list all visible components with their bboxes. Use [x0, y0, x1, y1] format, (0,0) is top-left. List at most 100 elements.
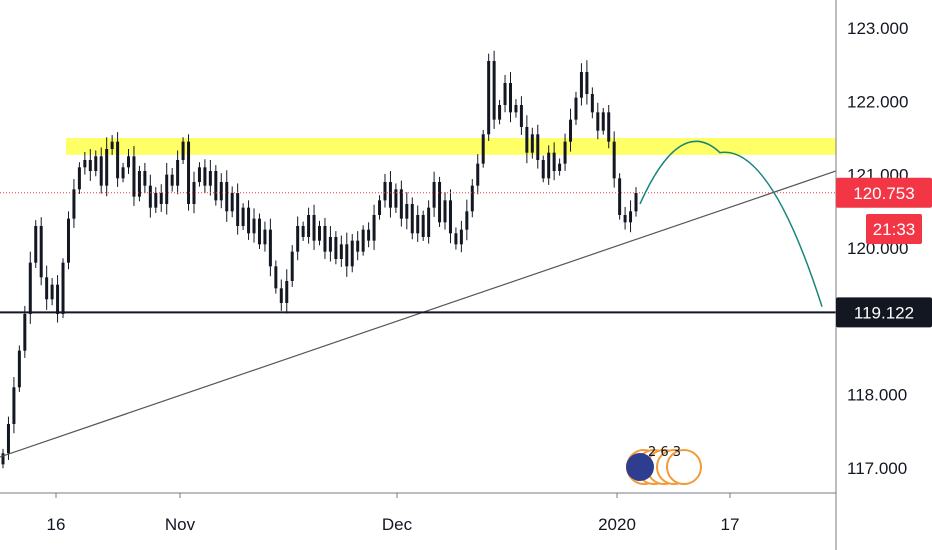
candle-body: [416, 214, 420, 234]
candle-body: [536, 134, 540, 160]
price-tags: 120.753 21:33 119.122: [836, 177, 932, 328]
candle-body: [334, 236, 338, 259]
candle-body: [350, 240, 354, 267]
candle-body: [388, 181, 392, 208]
price-tag-label: 119.122: [854, 303, 914, 322]
candle-body: [481, 134, 485, 164]
candle-body: [356, 240, 360, 252]
candle-body: [552, 152, 556, 171]
candle-body: [208, 170, 212, 186]
trendline[interactable]: [0, 170, 837, 458]
price-tick-label: 117.000: [847, 459, 907, 478]
candle-body: [99, 156, 103, 186]
candle-body: [492, 60, 496, 120]
candle-body: [39, 225, 43, 278]
candle-body: [197, 167, 201, 182]
resistance-zone[interactable]: [66, 137, 836, 155]
candle-body: [596, 112, 600, 131]
candle-body: [459, 229, 463, 245]
candle-body: [50, 284, 54, 300]
time-tick-label: 16: [47, 515, 66, 534]
candle-body: [241, 207, 245, 226]
candle-body: [137, 170, 141, 197]
candle-body: [312, 214, 316, 241]
candle-body: [339, 244, 343, 259]
candle-body: [372, 214, 376, 241]
candle-body: [399, 189, 403, 219]
candle-body: [438, 181, 442, 223]
candle-body: [176, 159, 180, 186]
candle-body: [159, 192, 163, 204]
candle-body: [328, 236, 332, 252]
candle-body: [618, 178, 622, 215]
candle-body: [410, 203, 414, 234]
candle-body: [323, 225, 327, 252]
candle-body: [629, 211, 633, 223]
candle-body: [1, 453, 5, 465]
candle-body: [127, 156, 131, 168]
candle-body: [301, 225, 305, 237]
candle-body: [77, 167, 81, 190]
price-tag-bg: [866, 214, 922, 244]
candle-body: [132, 156, 136, 197]
candle-body: [181, 141, 185, 160]
economic-events[interactable]: 2 6 3: [626, 445, 702, 485]
candle-body: [17, 350, 21, 388]
candle-body: [394, 189, 398, 208]
candle-body: [34, 225, 38, 263]
drawings[interactable]: [0, 140, 837, 458]
candle-body: [432, 181, 436, 208]
candle-body: [525, 126, 529, 153]
candle-body: [236, 192, 240, 226]
eu-flag-icon[interactable]: [626, 453, 654, 481]
candles: [1, 50, 638, 469]
candle-body: [367, 229, 371, 241]
price-tick-label: 122.000: [847, 92, 908, 111]
time-tick-label: 2020: [598, 515, 636, 534]
price-tag-label: 120.753: [853, 184, 914, 203]
candle-body: [405, 203, 409, 219]
price-tag-bg: [836, 177, 932, 208]
candle-body: [514, 104, 518, 113]
candle-body: [345, 244, 349, 267]
candle-body: [607, 112, 611, 142]
candle-body: [590, 93, 594, 113]
time-axis-ticks: 16 Nov Dec 2020 17: [47, 493, 739, 534]
candle-body: [263, 229, 267, 245]
candle-body: [623, 214, 627, 223]
projection-curve[interactable]: [639, 140, 823, 307]
price-tick-label: 123.000: [847, 19, 908, 38]
candle-body: [56, 284, 60, 314]
candle-body: [279, 288, 283, 303]
candle-body: [214, 170, 218, 201]
candle-body: [252, 218, 256, 234]
candle-body: [378, 200, 382, 215]
candle-body: [574, 97, 578, 120]
candle-body: [470, 185, 474, 212]
event-flag-icon[interactable]: [666, 449, 702, 485]
candle-body: [72, 189, 76, 219]
candle-body: [121, 167, 125, 179]
candle-body: [23, 313, 27, 351]
candle-body: [487, 60, 491, 135]
candle-body: [274, 266, 278, 289]
candle-body: [94, 156, 98, 171]
candle-body: [361, 229, 365, 252]
candle-body: [541, 159, 545, 179]
candle-body: [105, 148, 109, 186]
candle-body: [443, 200, 447, 223]
resistance-zone-box[interactable]: [66, 137, 836, 155]
candle-body: [519, 104, 523, 127]
candle-body: [170, 174, 174, 186]
candle-body: [579, 71, 583, 98]
candle-body: [585, 71, 589, 94]
candle-body: [476, 163, 480, 186]
candle-body: [247, 207, 251, 234]
candle-body: [28, 262, 32, 314]
candle-body: [143, 170, 147, 186]
candle-body: [203, 167, 207, 186]
candle-body: [558, 163, 562, 171]
candle-body: [421, 214, 425, 237]
candle-body: [268, 229, 272, 267]
